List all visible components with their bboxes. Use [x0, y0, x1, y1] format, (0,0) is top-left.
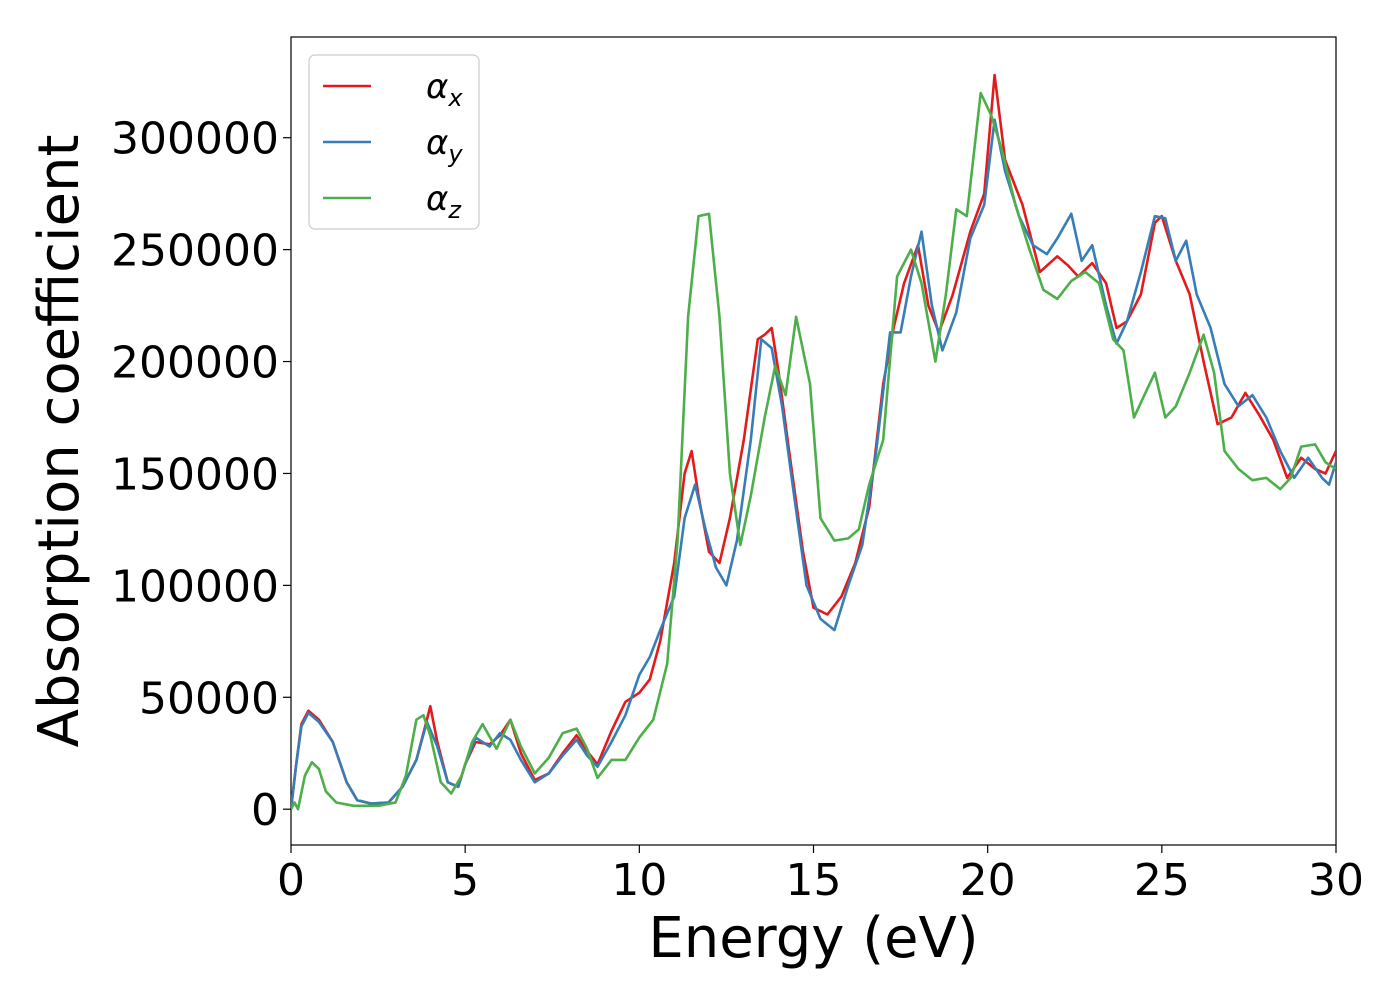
y-axis-label: Absorption coefficient	[27, 135, 92, 748]
y-tick-label: 50000	[139, 673, 279, 724]
legend: αx αy αz	[308, 54, 480, 230]
legend-label-x: αx	[426, 67, 463, 112]
legend-label-z: αz	[426, 179, 462, 224]
y-tick-label: 100000	[111, 561, 279, 612]
y-tick-label: 250000	[111, 226, 279, 277]
y-axis: 0 50000 100000 150000 200000 250000 300000	[111, 114, 291, 836]
x-tick-label: 10	[611, 855, 667, 906]
y-tick-label: 300000	[111, 114, 279, 165]
x-axis: 0 5 10 15 20 25 30	[277, 845, 1364, 906]
x-tick-label: 20	[960, 855, 1016, 906]
y-tick-label: 200000	[111, 338, 279, 389]
legend-label-y: αy	[426, 123, 463, 168]
x-tick-label: 5	[451, 855, 479, 906]
x-tick-label: 0	[277, 855, 305, 906]
y-tick-label: 150000	[111, 449, 279, 500]
x-tick-label: 30	[1308, 855, 1364, 906]
x-tick-label: 15	[786, 855, 842, 906]
y-tick-label: 0	[251, 785, 279, 836]
legend-box	[308, 54, 480, 230]
x-tick-label: 25	[1134, 855, 1190, 906]
x-axis-label: Energy (eV)	[648, 906, 978, 971]
series-line-z	[291, 91, 1336, 811]
series-layer	[291, 73, 1336, 811]
